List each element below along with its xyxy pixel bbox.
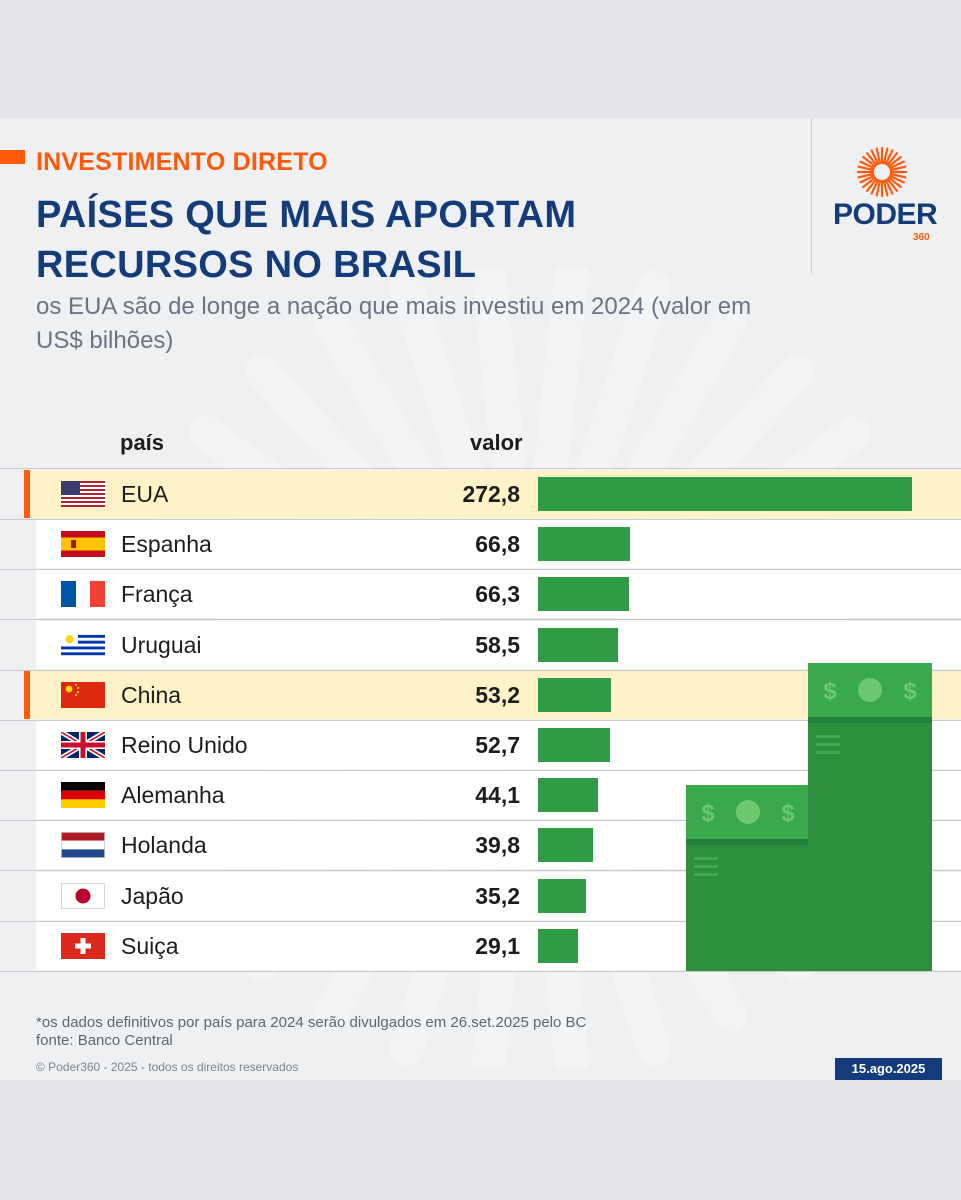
- table-rule: [0, 770, 961, 771]
- highlight-marker: [24, 670, 30, 719]
- table-rule: [0, 519, 961, 520]
- switzerland-flag-icon: [61, 932, 105, 959]
- chart-title: PAÍSES QUE MAIS APORTAM RECURSOS NO BRAS…: [36, 194, 577, 286]
- sunburst-icon: [856, 146, 908, 198]
- bottom-margin: [0, 1080, 961, 1200]
- bar: [538, 677, 611, 712]
- bar: [538, 778, 598, 813]
- dollar-sign-icon: $: [701, 800, 715, 827]
- table-rule: [0, 669, 961, 671]
- logo-name: PODER: [833, 198, 938, 231]
- dollar-sign-icon: $: [781, 800, 795, 827]
- bar: [538, 477, 912, 511]
- bar: [538, 527, 630, 562]
- germany-flag-icon: [61, 782, 105, 809]
- infographic-card: INVESTIMENTO DIRETO PAÍSES QUE MAIS APOR…: [0, 118, 961, 1080]
- table-row: França 66,3: [36, 570, 961, 619]
- source-text: fonte: Banco Central: [36, 1032, 173, 1049]
- table-row: Espanha 66,8: [36, 520, 961, 569]
- table-rule: [0, 569, 961, 571]
- table-rule: [0, 719, 961, 721]
- value-label: 66,8: [475, 531, 520, 558]
- country-label: Reino Unido: [121, 732, 248, 758]
- country-label: Espanha: [121, 531, 212, 558]
- bar: [538, 577, 629, 612]
- china-flag-icon: [61, 681, 105, 708]
- table-rule: [0, 619, 961, 621]
- logo-number: 360: [913, 232, 930, 243]
- france-flag-icon: [61, 581, 105, 608]
- column-header-country: país: [120, 430, 165, 455]
- table-row: Reino Unido 52,7: [36, 721, 961, 769]
- spain-flag-icon: [61, 531, 105, 558]
- table-rule: [0, 870, 961, 872]
- value-label: 58,5: [475, 631, 520, 658]
- value-label: 53,2: [475, 681, 520, 708]
- bar: [538, 828, 593, 863]
- value-label: 39,8: [475, 832, 520, 859]
- dollar-sign-icon: $: [823, 678, 837, 705]
- highlight-marker: [24, 470, 30, 518]
- country-label: Japão: [121, 882, 184, 909]
- top-margin: [0, 0, 961, 118]
- bar: [538, 627, 618, 662]
- copyright: © Poder360 - 2025 - todos os direitos re…: [36, 1060, 299, 1074]
- us-flag-icon: [61, 481, 105, 507]
- value-label: 35,2: [475, 882, 520, 909]
- banknote-stack-icon: $ $: [686, 785, 810, 971]
- bar: [538, 728, 610, 762]
- table-rule: [0, 970, 961, 972]
- banknote-stack-icon: $ $: [808, 663, 932, 971]
- country-label: Alemanha: [121, 782, 225, 809]
- date-badge: 15.ago.2025: [835, 1058, 942, 1080]
- country-label: China: [121, 681, 182, 708]
- footnote: *os dados definitivos por país para 2024…: [36, 1014, 586, 1050]
- country-label: Holanda: [121, 832, 207, 859]
- netherlands-flag-icon: [61, 832, 105, 859]
- dollar-sign-icon: $: [903, 678, 917, 705]
- country-label: França: [121, 581, 193, 608]
- kicker-accent-bar: [0, 150, 25, 164]
- kicker: INVESTIMENTO DIRETO: [36, 148, 328, 176]
- bar: [538, 928, 578, 963]
- value-label: 29,1: [475, 932, 520, 959]
- table-row: Uruguai 58,5: [36, 620, 961, 669]
- table-row-highlighted: China 53,2: [24, 670, 961, 719]
- logo-divider: [811, 118, 812, 273]
- table-rule: [0, 468, 961, 469]
- value-label: 272,8: [462, 481, 520, 507]
- japan-flag-icon: [61, 882, 105, 909]
- country-label: Suiça: [121, 932, 179, 959]
- table-row-highlighted: EUA 272,8: [24, 470, 961, 518]
- country-label: Uruguai: [121, 631, 202, 658]
- chart-subtitle: os EUA são de longe a nação que mais inv…: [36, 293, 752, 354]
- value-label: 52,7: [475, 732, 520, 758]
- value-label: 44,1: [475, 782, 520, 809]
- uk-flag-icon: [61, 732, 105, 758]
- table-rule: [0, 920, 961, 922]
- bar: [538, 878, 586, 913]
- table-rule: [0, 820, 961, 822]
- uruguay-flag-icon: [61, 631, 105, 658]
- value-label: 66,3: [475, 581, 520, 608]
- footnote-text: *os dados definitivos por país para 2024…: [36, 1014, 587, 1031]
- column-header-value: valor: [470, 430, 523, 455]
- country-label: EUA: [121, 481, 169, 507]
